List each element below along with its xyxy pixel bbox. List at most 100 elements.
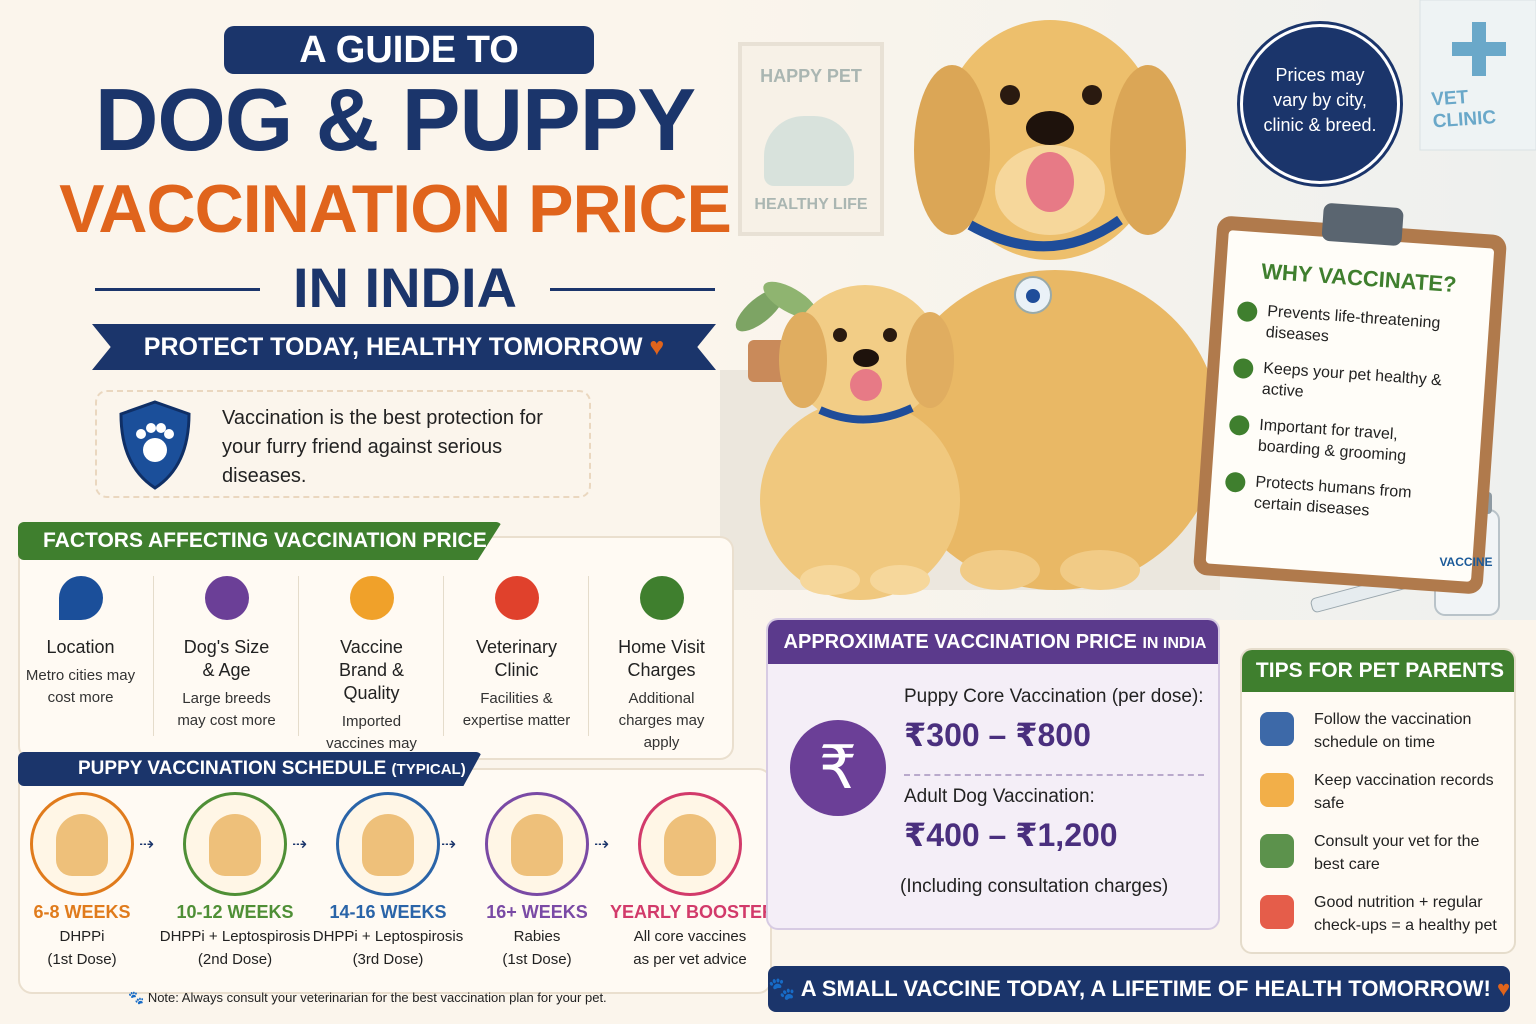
step-arrow: ⇢: [441, 834, 457, 854]
step-vaccine: DHPPi + Leptospirosis: [159, 928, 311, 945]
step-puppy: [56, 814, 108, 876]
factor: Location Metro cities may cost more: [8, 576, 153, 736]
step-arrow: ⇢: [594, 834, 610, 854]
tips-card: TIPS FOR PET PARENTS Follow the vaccinat…: [1240, 648, 1516, 954]
poster-dog: [764, 116, 854, 186]
tips-list: Follow the vaccination schedule on time K…: [1242, 708, 1514, 952]
tip: Good nutrition + regular check-ups = a h…: [1242, 891, 1514, 952]
step-circle: [336, 792, 440, 896]
rule: [95, 288, 260, 291]
poster-top: HAPPY PET: [760, 66, 862, 86]
badge-text: Prices may vary by city, clinic & breed.: [1263, 65, 1377, 135]
tagline-ribbon: PROTECT TODAY, HEALTHY TOMORROW ♥: [92, 324, 716, 370]
price-range: ₹300 – ₹800: [904, 717, 1091, 753]
step-puppy: [664, 814, 716, 876]
factor-name: Location: [46, 637, 115, 657]
step-puppy: [209, 814, 261, 876]
factor-note: Additional charges may apply: [618, 690, 705, 751]
tip-icon: [1260, 834, 1294, 868]
step-dose: (3rd Dose): [352, 951, 424, 968]
tip-icon: [1260, 712, 1294, 746]
prices-title: APPROXIMATE VACCINATION PRICE: [783, 631, 1137, 653]
factor: Vaccine Brand & Quality Imported vaccines…: [298, 576, 444, 774]
tip-icon: [1260, 773, 1294, 807]
why-list: Prevents life-threatening diseases Keeps …: [1222, 299, 1477, 543]
prices-title-bar: APPROXIMATE VACCINATION PRICE IN INDIA: [768, 620, 1218, 664]
step-age: 14-16 WEEKS: [329, 902, 447, 922]
schedule-title-bar: PUPPY VACCINATION SCHEDULE (TYPICAL): [18, 752, 482, 786]
check-icon: [1224, 471, 1247, 493]
check-icon: [1236, 300, 1258, 323]
factor-name: Home Visit Charges: [618, 637, 705, 680]
title-line-1: DOG & PUPPY: [94, 70, 696, 169]
factors-card: [18, 536, 734, 760]
poster-bottom: HEALTHY LIFE: [754, 196, 868, 213]
factors-list: Location Metro cities may cost more Dog's …: [8, 576, 733, 774]
step-age: 6-8 WEEKS: [33, 902, 131, 922]
schedule-note: Note: Always consult your veterinarian f…: [147, 990, 607, 1005]
price-label: Puppy Core Vaccination (per dose):: [904, 686, 1204, 707]
tip-text: Good nutrition + regular check-ups = a h…: [1314, 894, 1497, 934]
clipboard: WHY VACCINATE? Prevents life-threatening…: [1192, 202, 1508, 595]
wall-poster: HAPPY PET HEALTHY LIFE: [738, 42, 884, 236]
rupee-icon: ₹: [790, 720, 886, 816]
factor-name: Veterinary Clinic: [475, 637, 558, 680]
price-label: Adult Dog Vaccination:: [904, 786, 1095, 807]
tip: Consult your vet for the best care: [1242, 830, 1514, 891]
step-age: YEARLY BOOSTER: [610, 902, 776, 922]
step-vaccine: All core vaccines: [633, 928, 747, 945]
factor-name: Vaccine Brand & Quality: [338, 637, 405, 703]
prices-card: APPROXIMATE VACCINATION PRICE IN INDIA ₹…: [766, 618, 1220, 930]
step-dose: (2nd Dose): [197, 951, 273, 968]
factor: Dog's Size & Age Large breeds may cost mo…: [153, 576, 299, 736]
prices-list: Puppy Core Vaccination (per dose): ₹300 –…: [904, 686, 1204, 886]
tip-text: Keep vaccination records safe: [1314, 772, 1494, 812]
schedule-qualifier: (TYPICAL): [391, 761, 466, 778]
factor-name: Dog's Size & Age: [183, 637, 270, 680]
step-dose: as per vet advice: [633, 951, 747, 968]
tip: Keep vaccination records safe: [1242, 769, 1514, 830]
step-arrow: ⇢: [292, 834, 308, 854]
factor: Veterinary Clinic Facilities & expertise …: [443, 576, 589, 736]
kicker: A GUIDE TO: [224, 26, 594, 74]
tagline: PROTECT TODAY, HEALTHY TOMORROW: [143, 333, 643, 361]
title-line-2: VACCINATION PRICE: [59, 171, 732, 247]
factor-icon: [349, 576, 394, 620]
factor-icon: [58, 576, 103, 620]
prices-footnote: (Including consultation charges): [900, 876, 1169, 897]
factor-icon: [639, 576, 684, 620]
title-line-3: IN INDIA: [293, 256, 517, 319]
vial-label: VACCINE: [1439, 555, 1493, 569]
step-dose: (1st Dose): [47, 951, 117, 968]
shield-icon: [119, 400, 191, 490]
check-icon: [1228, 414, 1250, 437]
step-age: 16+ WEEKS: [486, 902, 588, 922]
factor-note: Metro cities may cost more: [25, 667, 136, 706]
price-item: Puppy Core Vaccination (per dose): ₹300 –…: [904, 686, 1204, 776]
vet-sign: VET CLINIC: [1430, 86, 1497, 133]
tip-text: Follow the vaccination schedule on time: [1314, 711, 1472, 751]
prices-title-suffix: IN INDIA: [1142, 635, 1207, 652]
step-arrow: ⇢: [139, 834, 155, 854]
price-badge: Prices may vary by city, clinic & breed.: [1240, 24, 1400, 184]
check-icon: [1232, 357, 1254, 380]
step-dose: (1st Dose): [502, 951, 572, 968]
tip: Follow the vaccination schedule on time: [1242, 708, 1514, 769]
factor-note: Large breeds may cost more: [177, 690, 276, 729]
factor-icon: [204, 576, 249, 620]
step-vaccine: Rabies: [513, 928, 561, 945]
intro-text: Vaccination is the best protection for y…: [222, 407, 543, 487]
factor-note: Facilities & expertise matter: [462, 690, 571, 729]
price-item: Adult Dog Vaccination: ₹400 – ₹1,200: [904, 786, 1204, 886]
footer-banner: 🐾 A SMALL VACCINE TODAY, A LIFETIME OF H…: [768, 966, 1510, 1012]
schedule-note-row: 🐾 Note: Always consult your veterinarian…: [128, 990, 607, 1005]
factor-icon: [494, 576, 539, 620]
step-vaccine: DHPPi + Leptospirosis: [312, 928, 464, 945]
tip-icon: [1260, 895, 1294, 929]
rule: [550, 288, 715, 291]
step-puppy: [511, 814, 563, 876]
footer-text: A SMALL VACCINE TODAY, A LIFETIME OF HEA…: [800, 976, 1491, 1001]
price-range: ₹400 – ₹1,200: [904, 817, 1118, 853]
step-age: 10-12 WEEKS: [176, 902, 294, 922]
